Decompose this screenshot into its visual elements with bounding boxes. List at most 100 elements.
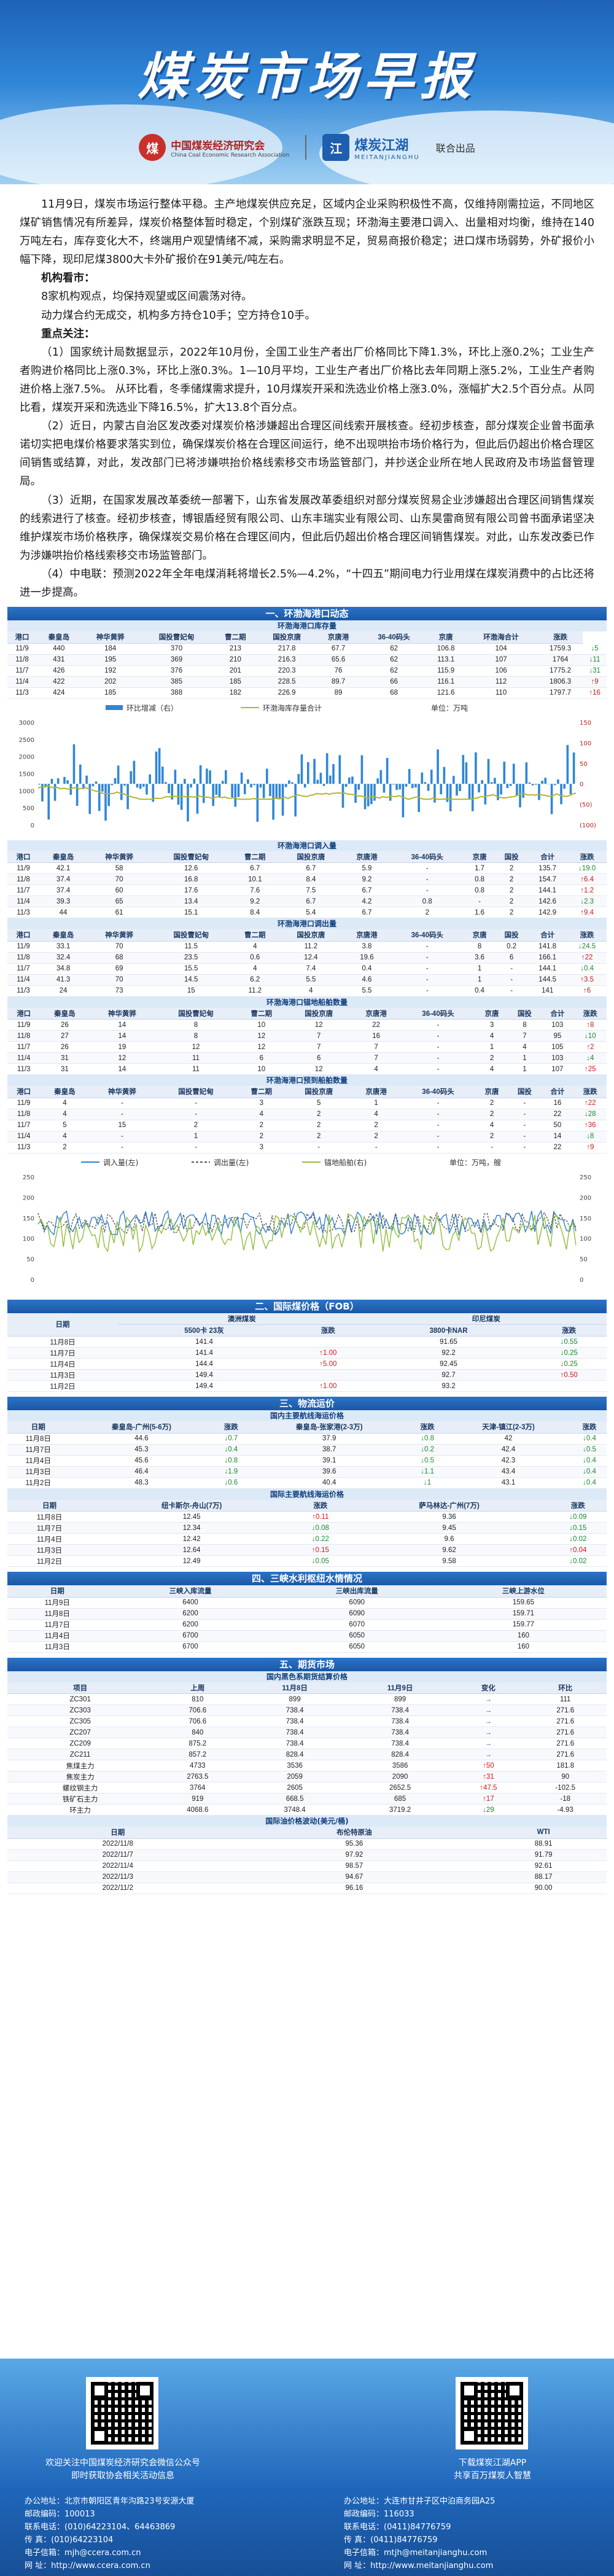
app-qr-code[interactable] — [456, 2377, 528, 2449]
col-header: 3800卡NAR — [365, 1324, 532, 1337]
table-cell: 210 — [213, 654, 258, 666]
table-cell: 144.1 — [527, 963, 568, 975]
table-cell: 216.3 — [257, 654, 317, 666]
y-tick-label: 150 — [580, 720, 591, 727]
table-cell: 12 — [236, 1041, 286, 1053]
change-bar — [490, 781, 493, 784]
table-cell: 11月3日 — [7, 1369, 118, 1381]
change-bar — [107, 783, 110, 806]
table-cell: 159.71 — [440, 1608, 607, 1620]
inflow-table: 港口 秦皇岛 神华黄骅 国投曹妃甸 曹二期 国投京唐 京唐港 36-40码头 京唐 国投 合计 涨跌 … — [7, 851, 607, 919]
change-bar — [288, 780, 290, 784]
change-bar — [408, 768, 411, 784]
table-cell: 11/8 — [7, 1109, 41, 1120]
table-cell: 121.6 — [427, 687, 465, 699]
table-cell: 1 — [508, 1063, 542, 1075]
col-header: 日期 — [7, 1827, 228, 1839]
table-cell: 14 — [89, 1019, 155, 1031]
col-header: 变化 — [453, 1682, 524, 1695]
table-cell: ↓5 — [583, 643, 607, 655]
table-cell: 14 — [89, 1063, 155, 1075]
change-bar — [158, 747, 161, 784]
table-cell: 9.58 — [349, 1555, 550, 1567]
table-row: 11月4日 45.6 ↓0.8 39.1 ↓0.5 42.3 ↓0.4 — [7, 1455, 607, 1467]
change-bar — [101, 783, 104, 792]
table-cell: 92.61 — [480, 1860, 607, 1872]
table-cell: 11/4 — [7, 1131, 41, 1142]
table-cell: 2 — [495, 862, 528, 875]
col-header: 国投 — [495, 929, 528, 942]
table-cell: 42.1 — [39, 862, 88, 875]
table-cell: 6090 — [273, 1608, 440, 1620]
wechat-qr-code[interactable] — [86, 2377, 158, 2449]
table-row: 11月9日 6400 6090 159.65 — [7, 1597, 607, 1609]
change-bar — [421, 772, 424, 784]
table-cell: 6400 — [107, 1597, 274, 1609]
table-cell: - — [391, 963, 464, 975]
table-cell: 33.1 — [39, 941, 88, 953]
y-tick-label: 0 — [580, 1277, 583, 1284]
table-cell: ZC207 — [7, 1727, 154, 1739]
col-header: 36-40码头 — [400, 1086, 476, 1098]
table-cell: 706.6 — [153, 1704, 243, 1717]
table-cell: 9.6 — [349, 1533, 550, 1545]
col-header: 合计 — [541, 1007, 574, 1020]
change-bar — [363, 783, 367, 810]
col-header: 国投曹妃甸 — [155, 1007, 237, 1020]
table-cell: 6700 — [107, 1630, 274, 1642]
table-cell: 70 — [87, 873, 152, 886]
change-bar — [76, 783, 79, 806]
table-cell: 11/4 — [7, 1052, 41, 1064]
table-cell: ↓0.4 — [567, 963, 607, 975]
table-cell: 105 — [541, 1041, 574, 1053]
table-cell: 6.7 — [279, 862, 343, 875]
table-cell: 4733 — [153, 1760, 243, 1772]
change-bar — [161, 766, 164, 784]
legend-label: 锚地船舶(右) — [324, 1158, 367, 1167]
table-cell: ↓0.22 — [292, 1533, 349, 1545]
change-bar — [405, 783, 408, 787]
change-bar — [503, 761, 506, 784]
table-cell: 11.2 — [231, 985, 279, 997]
change-bar — [430, 769, 433, 784]
table-cell: ↑6.4 — [567, 873, 607, 886]
contact-line: 传 真：(0411)84776759 — [344, 2535, 438, 2545]
table-row: 11/9 440 184 370 213 217.8 67.7 62 106.8 104 1759.… — [7, 643, 607, 655]
table-cell: 89.7 — [316, 676, 360, 688]
table-cell: ↓0.25 — [531, 1347, 607, 1359]
table-cell: 92.7 — [365, 1369, 532, 1381]
table-cell: 4 — [508, 1041, 542, 1053]
table-cell: 1 — [351, 1098, 401, 1109]
table-cell: 66 — [360, 676, 428, 688]
table-row: 11/4 41.3 70 14.5 6.2 5.5 4.6-1-144.5 ↑3.5 — [7, 974, 607, 986]
legend-swatch — [106, 704, 123, 710]
table-row: ZC303 706.6 738.4 738.4 → 271.6 — [7, 1704, 607, 1717]
change-bar — [367, 783, 370, 806]
table-cell: 94.67 — [228, 1872, 481, 1883]
y-tick-label: 50 — [580, 1256, 588, 1263]
table-cell: 91.79 — [480, 1849, 607, 1861]
change-bar — [56, 778, 60, 784]
change-bar — [225, 770, 227, 784]
table-cell: ↓31 — [583, 665, 607, 677]
change-bar — [234, 783, 237, 807]
col-header: 秦皇岛 — [40, 1007, 90, 1020]
change-bar — [453, 775, 455, 784]
change-bar — [114, 778, 117, 784]
table-cell: 1 — [475, 1041, 508, 1053]
table-cell: 1797.7 — [537, 687, 583, 699]
wechat-caption: 欢迎关注中国煤炭经济研究会微信公众号 即时获取协会相关活动信息 — [6, 2457, 239, 2483]
col-header: 神华黄骅 — [80, 631, 140, 644]
change-bar — [152, 783, 155, 802]
table-cell: 159.65 — [440, 1597, 607, 1609]
change-bar — [104, 783, 107, 821]
change-bar — [243, 783, 246, 794]
col-header: 秦皇岛-张家港(2-3万) — [248, 1421, 411, 1434]
change-bar — [133, 760, 136, 784]
table-cell: → — [453, 1704, 524, 1717]
table-cell: 11月4日 — [7, 1358, 118, 1370]
change-bar — [237, 783, 240, 797]
table-cell: 11月4日 — [7, 1455, 69, 1467]
table-cell: 142.9 — [527, 907, 568, 919]
table-cell: ↑25 — [573, 1063, 607, 1075]
